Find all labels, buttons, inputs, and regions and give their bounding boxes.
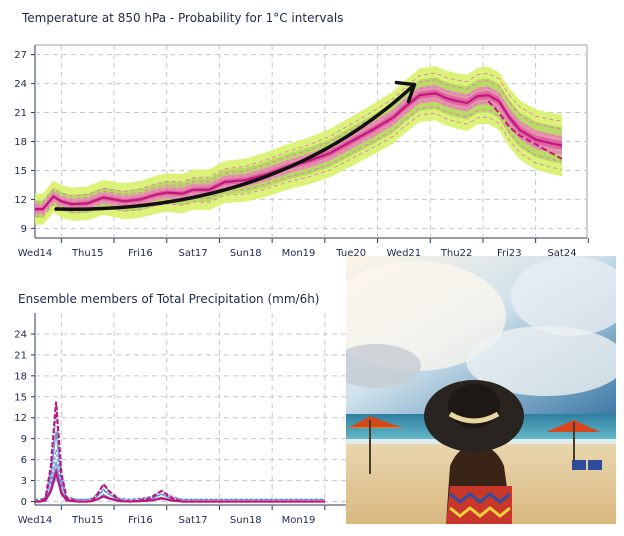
ensemble-member-line: [34, 106, 563, 215]
x-tick-label: Fri23: [497, 248, 522, 259]
plume-band-inner: [35, 84, 562, 214]
beach-photo: [346, 256, 616, 524]
chart-title-temperature: Temperature at 850 hPa - Probability for…: [22, 11, 344, 25]
y-tick-label: 9: [21, 224, 27, 235]
ensemble-member-line: [34, 85, 563, 208]
y-tick-label: 21: [14, 108, 27, 119]
x-tick-label: Sun18: [230, 515, 262, 526]
x-tick-label: Sat17: [179, 248, 208, 259]
x-tick-label: Fri16: [128, 515, 153, 526]
y-tick-label: 12: [14, 195, 27, 206]
x-tick-label: Fri16: [128, 248, 153, 259]
x-tick-label: Mon19: [282, 248, 316, 259]
x-tick-label: Sat17: [179, 515, 208, 526]
precipitation-member-line: [35, 461, 325, 503]
x-tick-label: Thu22: [440, 248, 473, 259]
ensemble-member-line: [34, 72, 563, 203]
chart-title-precipitation: Ensemble members of Total Precipitation …: [18, 292, 320, 306]
x-tick-label: Thu15: [71, 248, 104, 259]
ensemble-member-line: [34, 99, 563, 213]
y-tick-label: 3: [21, 476, 27, 487]
y-tick-label: 12: [14, 413, 27, 424]
y-tick-label: 27: [14, 50, 27, 61]
ensemble-member-line: [34, 79, 563, 205]
y-tick-label: 6: [21, 455, 27, 466]
precipitation-member-line: [35, 431, 325, 503]
x-tick-label: Sat24: [547, 248, 576, 259]
precipitation-median-line: [35, 467, 325, 503]
x-tick-label: Wed14: [18, 515, 53, 526]
y-tick-label: 15: [14, 166, 27, 177]
temperature-chart: 9 12 15 18 21 24 27 Wed14 Thu15 Fri16 Sat17 Sun18 Mo…: [14, 44, 589, 259]
y-tick-label: 0: [21, 497, 27, 508]
x-tick-label: Wed21: [387, 248, 422, 259]
y-tick-label: 24: [14, 79, 27, 90]
y-tick-label: 15: [14, 392, 27, 403]
y-tick-label: 21: [14, 350, 27, 361]
x-tick-label: Wed14: [18, 248, 53, 259]
beach-photo-illustration: [346, 256, 616, 524]
alternate-member-line: [487, 100, 563, 160]
x-tick-label: Sun18: [230, 248, 262, 259]
y-tick-label: 9: [21, 434, 27, 445]
x-tick-label: Mon19: [282, 515, 316, 526]
trend-arrow: [54, 82, 417, 211]
y-tick-label: 18: [14, 371, 27, 382]
precipitation-member-line: [35, 449, 325, 501]
y-tick-label: 18: [14, 137, 27, 148]
precipitation-member-line: [35, 414, 325, 501]
y-tick-label: 24: [14, 329, 27, 340]
trend-arrow-head: [394, 80, 417, 104]
precipitation-max-line: [35, 401, 325, 503]
x-tick-label: Tue20: [335, 248, 366, 259]
x-tick-label: Thu15: [71, 515, 104, 526]
plume-band-mid: [35, 77, 562, 218]
